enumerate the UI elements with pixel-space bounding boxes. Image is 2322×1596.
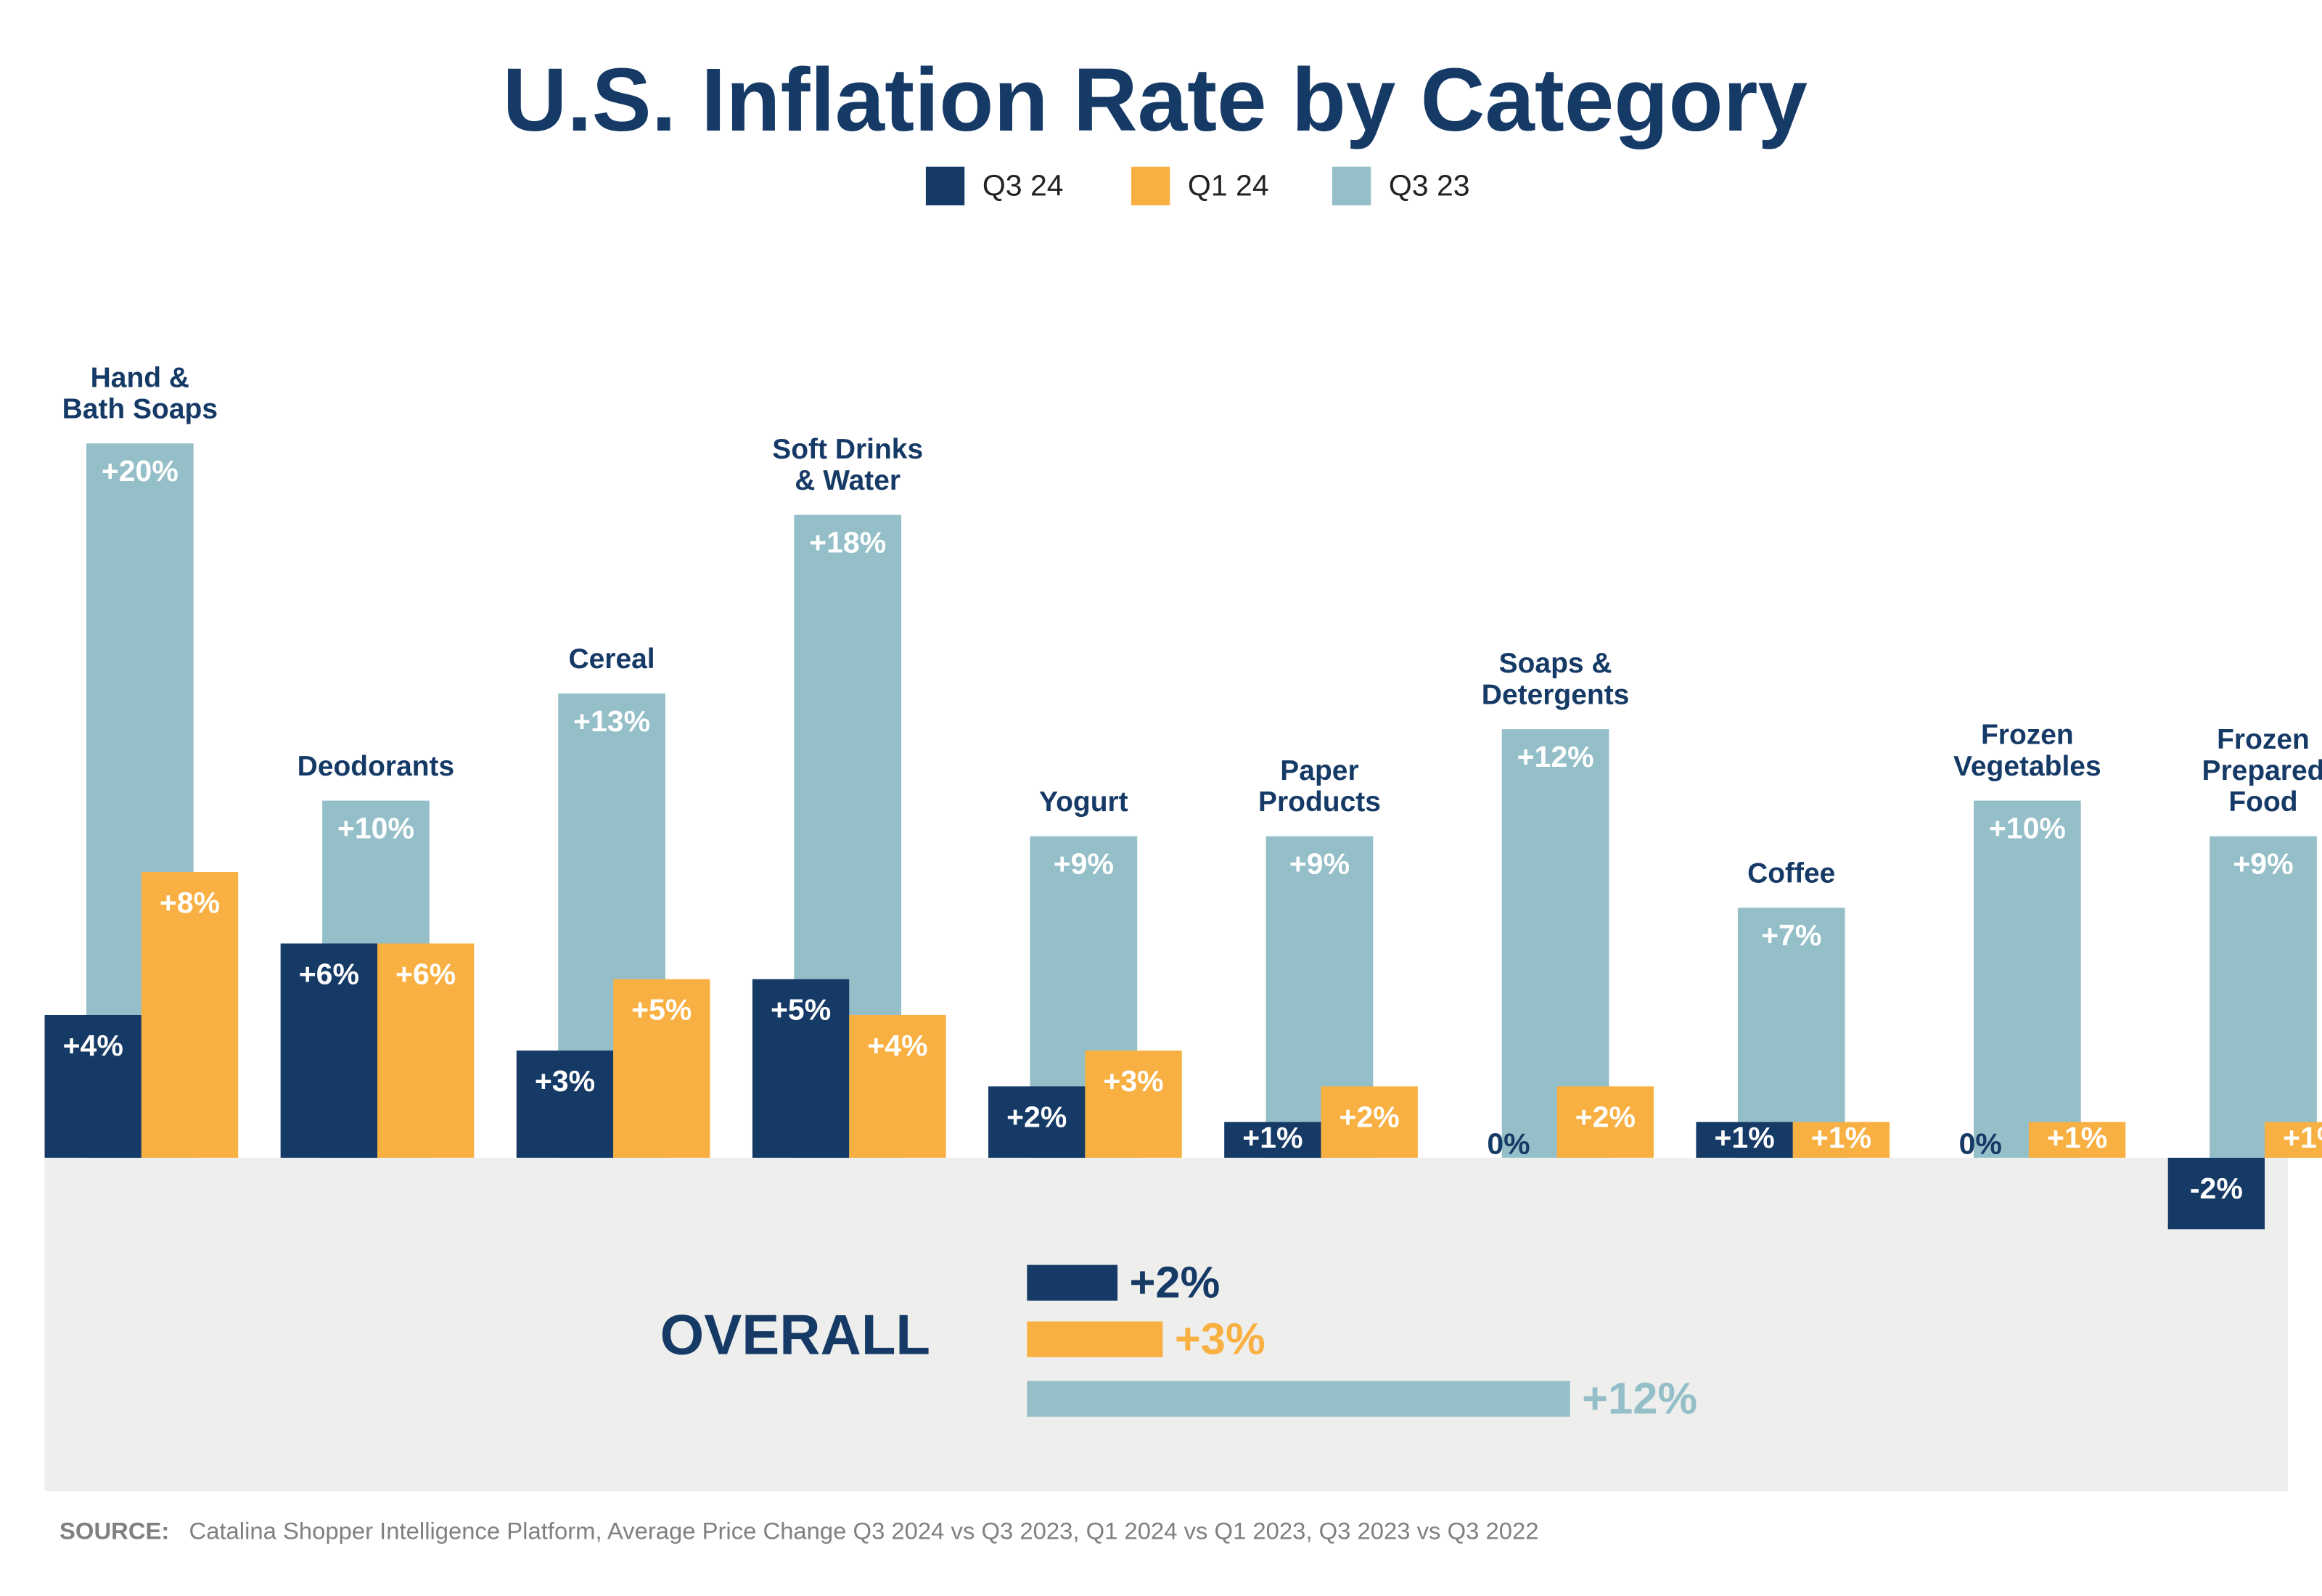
legend-swatch [925,166,965,206]
bar [613,979,710,1158]
value-label: +20% [102,454,179,488]
value-label: +4% [867,1029,927,1062]
category-label: Soft Drinks [772,434,923,465]
bar [1792,1122,1890,1158]
bar [280,943,377,1158]
overall-value-label: +12% [1582,1374,1697,1424]
value-label: +2% [1575,1100,1636,1133]
bar [1556,1086,1654,1158]
value-label: +3% [1103,1064,1163,1098]
value-label: +5% [771,993,831,1027]
legend-swatch [1131,166,1170,206]
legend-label: Q3 23 [1389,168,1470,202]
value-label: 0% [1487,1127,1530,1160]
category-label: Cereal [568,643,655,675]
overall-bar [1027,1381,1570,1417]
bar [516,1050,614,1158]
bar [141,872,239,1158]
bar [988,1086,1086,1158]
overall-value-label: +2% [1130,1258,1221,1308]
value-label: +10% [337,811,414,844]
bar [1321,1086,1418,1158]
category-label: Bath Soaps [62,393,218,424]
value-label: +1% [1242,1121,1302,1154]
bar [377,943,475,1158]
bar [1224,1122,1321,1158]
value-label: +9% [1054,847,1114,881]
bar [2265,1122,2322,1158]
bar [2210,836,2317,1158]
value-label: +1% [1811,1121,1871,1154]
overall-label: OVERALL [660,1303,930,1367]
value-label: +2% [1340,1100,1400,1133]
value-label: +9% [2233,847,2293,881]
bar [1696,1122,1793,1158]
bar [44,1014,141,1158]
category-label: Vegetables [1953,751,2101,782]
source-label: SOURCE: [60,1517,169,1544]
chart-title: U.S. Inflation Rate by Category [503,51,1808,150]
value-label: +5% [631,993,692,1027]
value-label: +8% [160,886,220,919]
bar [1974,800,2081,1158]
legend-swatch [1332,166,1371,206]
value-label: +1% [1714,1121,1774,1154]
value-label: +10% [1989,811,2066,844]
category-label: Food [2228,786,2297,818]
bar [2028,1122,2126,1158]
category-label: Paper [1280,755,1358,786]
category-label: Hand & [91,362,189,393]
category-label: Frozen [1981,720,2074,751]
overall-bar [1027,1321,1163,1357]
value-label: +13% [573,704,650,738]
value-label: +6% [299,957,359,990]
value-label: 0% [1959,1127,2002,1160]
category-label: Coffee [1747,857,1835,889]
value-label: +7% [1761,918,1821,952]
value-label: +1% [2047,1121,2107,1154]
source: Catalina Shopper Intelligence Platform, … [189,1517,1539,1544]
category-label: Products [1258,786,1381,818]
value-label: +1% [2283,1121,2322,1154]
category-label: Detergents [1482,679,1630,710]
value-label: +3% [535,1064,595,1098]
bar [1085,1050,1182,1158]
bar [1737,908,1845,1158]
value-label: +18% [809,526,886,559]
value-label: +12% [1517,740,1594,773]
overall-value-label: +3% [1175,1315,1265,1365]
value-label: +6% [395,957,456,990]
category-label: Prepared [2202,755,2322,786]
bar [849,1014,946,1158]
value-label: +2% [1006,1100,1067,1133]
bar [752,979,850,1158]
category-label: Frozen [2217,724,2310,755]
category-label: Soaps & [1499,648,1612,679]
value-label: +9% [1289,847,1350,881]
value-label: -2% [2190,1172,2243,1205]
category-label: & Water [795,465,901,496]
category-label: Deodorants [298,751,455,782]
overall-panel [44,1157,2288,1492]
category-label: Yogurt [1039,786,1128,818]
overall-bar [1027,1264,1118,1301]
value-label: +4% [63,1029,123,1062]
bar [2167,1157,2265,1230]
legend-label: Q1 24 [1188,168,1269,202]
legend-label: Q3 24 [982,168,1064,202]
